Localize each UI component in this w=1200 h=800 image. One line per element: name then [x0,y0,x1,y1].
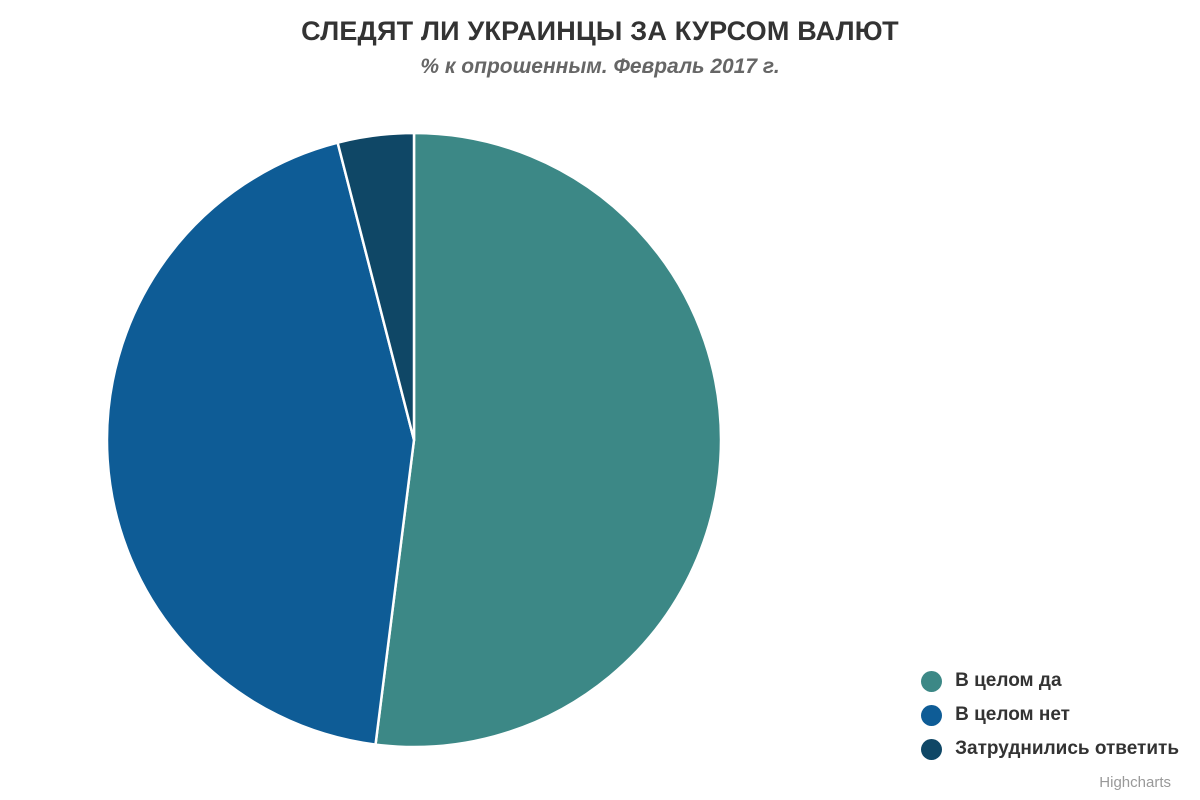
highcharts-credits-link[interactable]: Highcharts [1099,774,1171,791]
pie-slice-1[interactable] [374,131,723,749]
legend-item-v-tselom-net[interactable]: В целом нет [921,698,1179,732]
legend-item-v-tselom-da[interactable]: В целом да [921,664,1179,698]
legend-item-label: В целом нет [955,704,1070,725]
legend-marker-icon [921,704,943,726]
legend: В целом да В целом нет Затруднились отве… [921,664,1179,766]
legend-item-label: В целом да [955,670,1062,691]
legend-item-zatrudnilis-otvetit[interactable]: Затруднились ответить [921,732,1179,766]
chart-title: СЛЕДЯТ ЛИ УКРАИНЦЫ ЗА КУРСОМ ВАЛЮТ [301,16,899,46]
chart-subtitle: % к опрошенным. Февраль 2017 г. [420,55,780,78]
pie-slice-2[interactable] [105,141,416,746]
pie-slice-3[interactable] [336,131,416,442]
legend-marker-icon [921,670,943,692]
legend-marker-icon [921,738,943,760]
legend-item-label: Затруднились ответить [955,738,1179,759]
